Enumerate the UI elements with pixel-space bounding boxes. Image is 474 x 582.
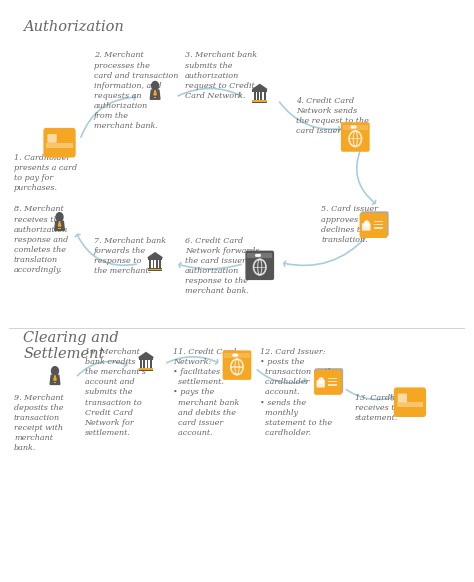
Text: 10. Merchant
bank credits
the merchant's
account and
submits the
transaction to
: 10. Merchant bank credits the merchant's… xyxy=(84,348,146,437)
Text: 1. Cardholder
presents a card
to pay for
purchases.: 1. Cardholder presents a card to pay for… xyxy=(14,154,77,193)
Bar xyxy=(54,382,56,384)
Bar xyxy=(139,357,153,360)
FancyBboxPatch shape xyxy=(341,122,370,152)
Bar xyxy=(144,360,146,368)
Bar xyxy=(253,90,267,91)
Bar xyxy=(155,260,157,268)
Bar xyxy=(148,268,163,271)
Bar xyxy=(374,228,383,229)
Bar xyxy=(374,224,383,225)
Circle shape xyxy=(259,254,260,256)
Text: Clearing and
Settlement: Clearing and Settlement xyxy=(23,331,119,361)
Bar xyxy=(253,100,267,103)
Text: 9. Merchant
deposits the
transaction
receipt with
merchant
bank.: 9. Merchant deposits the transaction rec… xyxy=(14,393,64,452)
FancyBboxPatch shape xyxy=(315,368,343,393)
FancyBboxPatch shape xyxy=(360,213,387,238)
FancyBboxPatch shape xyxy=(361,211,389,236)
Text: 2. Merchant
processes the
card and transaction
information, and
requests an
auth: 2. Merchant processes the card and trans… xyxy=(94,51,178,130)
Bar xyxy=(253,100,267,102)
Text: 5. Card issuer
approves or
declines the
translation.: 5. Card issuer approves or declines the … xyxy=(321,205,378,244)
Bar xyxy=(150,360,152,368)
Circle shape xyxy=(353,126,355,128)
Text: 13. Cardholder
receives the
statement.: 13. Cardholder receives the statement. xyxy=(356,393,417,422)
Text: 11. Credit Card
Network:
• facilitates
  settlement.
• pays the
  merchant bank
: 11. Credit Card Network: • facilitates s… xyxy=(173,348,240,437)
Text: Authorization: Authorization xyxy=(23,20,124,34)
Polygon shape xyxy=(154,90,156,95)
Bar xyxy=(254,91,256,100)
Circle shape xyxy=(56,212,63,221)
Circle shape xyxy=(235,354,236,356)
FancyBboxPatch shape xyxy=(44,128,76,158)
Bar xyxy=(148,268,163,270)
Bar xyxy=(139,368,153,370)
Polygon shape xyxy=(139,353,153,357)
Bar xyxy=(257,91,259,100)
FancyBboxPatch shape xyxy=(362,223,371,230)
Bar xyxy=(225,353,249,358)
Polygon shape xyxy=(54,375,56,380)
FancyBboxPatch shape xyxy=(246,251,274,280)
Circle shape xyxy=(365,221,369,226)
FancyBboxPatch shape xyxy=(47,134,57,143)
Bar xyxy=(328,384,337,385)
Circle shape xyxy=(255,254,257,256)
Bar xyxy=(46,143,73,148)
Bar xyxy=(149,260,151,268)
Bar xyxy=(349,138,362,140)
Polygon shape xyxy=(50,375,60,385)
Bar xyxy=(148,258,163,260)
Circle shape xyxy=(152,81,158,90)
FancyBboxPatch shape xyxy=(314,370,342,395)
Bar xyxy=(374,221,383,222)
Circle shape xyxy=(236,354,237,356)
Bar xyxy=(260,91,262,100)
Polygon shape xyxy=(148,253,163,258)
Bar xyxy=(231,366,243,368)
Bar xyxy=(247,253,272,258)
FancyBboxPatch shape xyxy=(317,380,325,388)
Bar xyxy=(254,267,266,268)
Bar xyxy=(159,260,161,268)
Bar xyxy=(328,378,337,379)
Circle shape xyxy=(52,367,58,375)
Text: 8. Merchant
receives the
authorization
response and
comletes the
translation
acc: 8. Merchant receives the authorization r… xyxy=(14,205,68,274)
Polygon shape xyxy=(150,90,160,100)
Bar xyxy=(397,402,423,407)
Text: 7. Merchant bank
forwards the
response to
the merchant.: 7. Merchant bank forwards the response t… xyxy=(94,237,166,275)
FancyBboxPatch shape xyxy=(394,388,426,417)
Text: 3. Merchant bank
submits the
authorization
request to Credit
Card Network.: 3. Merchant bank submits the authorizati… xyxy=(185,51,257,100)
Text: 6. Credit Card
Network forwards
the card issuer's
authorization
response to the
: 6. Credit Card Network forwards the card… xyxy=(185,237,259,295)
Bar xyxy=(154,97,156,98)
Bar xyxy=(146,360,148,368)
Text: 12. Card Issuer:
• posts the
  transaction to the
  cardholder
  account.
• send: 12. Card Issuer: • posts the transaction… xyxy=(260,348,337,437)
Circle shape xyxy=(355,126,356,128)
Bar xyxy=(153,260,155,268)
Bar xyxy=(343,125,368,130)
Circle shape xyxy=(233,354,235,356)
FancyBboxPatch shape xyxy=(223,350,251,380)
Bar xyxy=(264,91,265,100)
Polygon shape xyxy=(58,221,61,226)
Circle shape xyxy=(351,126,353,128)
Text: 4. Credit Card
Network sends
the request to the
card issuer.: 4. Credit Card Network sends the request… xyxy=(296,97,369,136)
Circle shape xyxy=(257,254,259,256)
Circle shape xyxy=(319,378,323,384)
FancyBboxPatch shape xyxy=(398,393,407,402)
Bar xyxy=(328,381,337,382)
Polygon shape xyxy=(253,84,267,90)
Bar xyxy=(139,368,153,371)
Polygon shape xyxy=(55,221,64,230)
Bar xyxy=(140,360,142,368)
